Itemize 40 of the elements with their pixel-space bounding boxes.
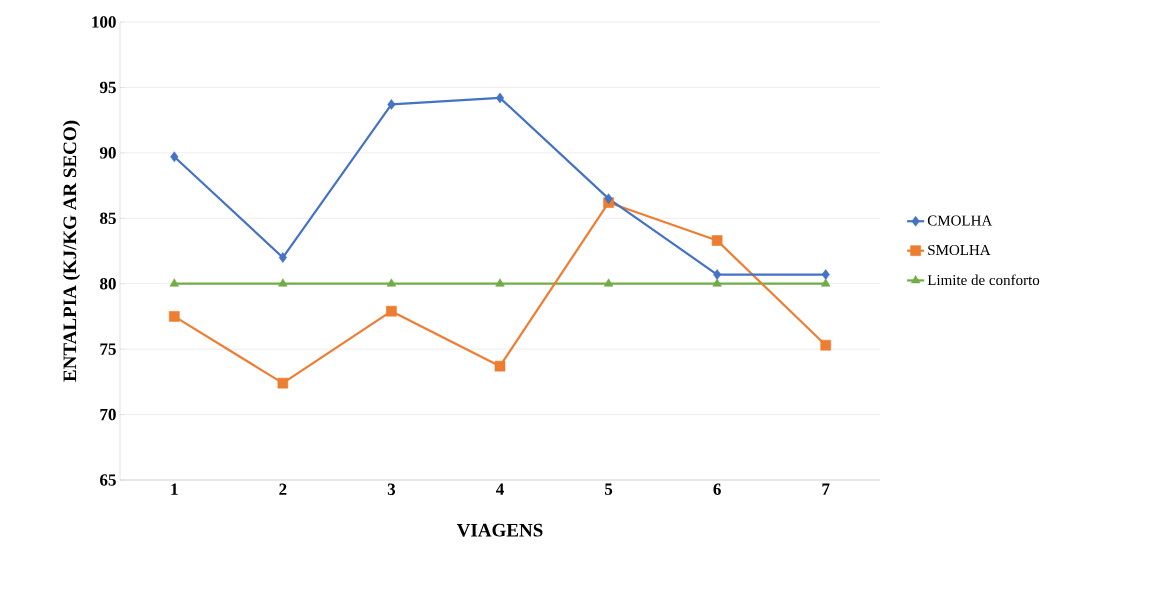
x-tick-label: 6 (713, 483, 721, 495)
point (277, 377, 289, 389)
legend-label: CMOLHA (927, 215, 993, 226)
y-tick-label: 85 (100, 212, 116, 225)
y-axis-title: ENTALPIA (KJ/KG AR SECO) (62, 120, 81, 382)
y-tick-label: 90 (99, 147, 116, 159)
x-tick-label: 3 (387, 483, 396, 495)
point (820, 339, 832, 351)
y-tick-label: 75 (100, 343, 116, 355)
point (713, 269, 722, 280)
y-tick-label: 70 (100, 408, 116, 421)
y-tick-label: 80 (100, 277, 116, 290)
y-tick-label: 65 (100, 474, 116, 486)
point (604, 193, 613, 204)
x-tick-label: 1 (171, 483, 178, 495)
point (712, 278, 722, 287)
point (494, 360, 506, 372)
point (821, 278, 831, 287)
y-tick-label: 100 (92, 16, 116, 28)
x-tick-label: 4 (495, 483, 504, 495)
point (386, 278, 397, 287)
x-tick-label: 2 (279, 483, 287, 495)
point (821, 269, 830, 280)
point (387, 99, 396, 110)
point (386, 305, 397, 317)
point (169, 278, 179, 287)
x-axis-title: VIAGENS (456, 523, 543, 537)
point (495, 278, 505, 287)
legend-label: Limite de conforto (927, 274, 1040, 286)
point (170, 151, 179, 163)
point (278, 252, 287, 263)
point (495, 92, 505, 104)
y-tick-label: 95 (99, 81, 116, 94)
point (278, 278, 288, 287)
legend-label: SMOLHA (928, 244, 991, 256)
point (603, 278, 614, 287)
x-tick-label: 7 (822, 483, 830, 495)
point (168, 311, 180, 322)
point (711, 235, 723, 246)
x-tick-label: 5 (605, 483, 613, 495)
